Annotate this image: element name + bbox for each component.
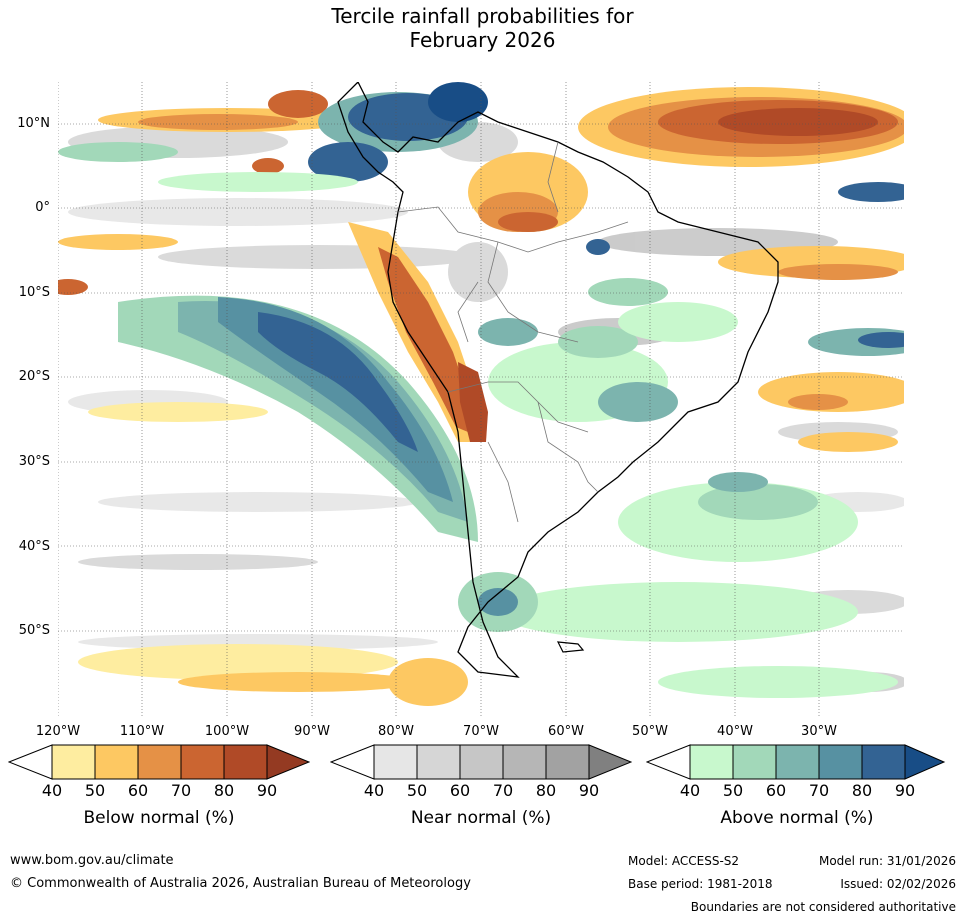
- lon-label-90w: 90°W: [294, 724, 330, 739]
- lon-label-50w: 50°W: [632, 724, 668, 739]
- cb-below-seg-3: [137, 744, 182, 780]
- cb-above-tick-80: 80: [851, 781, 873, 800]
- cb-above-seg-0: [646, 744, 691, 780]
- cb-near-tick-40: 40: [363, 781, 385, 800]
- lat-label-30s: 30°S: [18, 454, 50, 469]
- cb-below-seg-5: [223, 744, 268, 780]
- cb-above-tick-90: 90: [894, 781, 916, 800]
- footer-issued: Issued: 02/02/2026: [840, 877, 956, 891]
- cb-below-seg-6: [266, 744, 310, 780]
- cb-near-seg-3: [459, 744, 504, 780]
- cb-above-tick-50: 50: [722, 781, 744, 800]
- lat-label-40s: 40°S: [18, 539, 50, 554]
- lon-label-40w: 40°W: [717, 724, 753, 739]
- rainfall-probability-map[interactable]: [58, 82, 904, 716]
- lon-label-110w: 110°W: [119, 724, 165, 739]
- lat-label-0: 0°: [35, 200, 50, 215]
- cb-near-tick-90: 90: [578, 781, 600, 800]
- cb-below-tick-90: 90: [256, 781, 278, 800]
- title-line-2: February 2026: [409, 28, 556, 52]
- lon-label-120w: 120°W: [35, 724, 81, 739]
- country-borders: [397, 141, 629, 523]
- below-normal-field: [58, 87, 904, 706]
- cb-above-seg-2: [732, 744, 777, 780]
- footer-base-period: Base period: 1981-2018: [628, 877, 773, 891]
- lat-label-10s: 10°S: [18, 285, 50, 300]
- cb-near-seg-0: [330, 744, 375, 780]
- cb-near-seg-1: [373, 744, 418, 780]
- lat-label-20s: 20°S: [18, 369, 50, 384]
- lat-label-50s: 50°S: [18, 623, 50, 638]
- cb-above-seg-6: [904, 744, 946, 780]
- cb-near-seg-2: [416, 744, 461, 780]
- cb-below-title: Below normal (%): [83, 808, 235, 828]
- cb-near-seg-4: [502, 744, 547, 780]
- cb-below-tick-70: 70: [170, 781, 192, 800]
- footer-model: Model: ACCESS-S2: [628, 854, 740, 868]
- cb-near-seg-6: [588, 744, 632, 780]
- cb-above-tick-70: 70: [808, 781, 830, 800]
- lon-label-30w: 30°W: [801, 724, 837, 739]
- cb-below-seg-4: [180, 744, 225, 780]
- cb-above-seg-1: [689, 744, 734, 780]
- cb-below-seg-0: [8, 744, 53, 780]
- cb-below-tick-60: 60: [127, 781, 149, 800]
- cb-below-tick-80: 80: [213, 781, 235, 800]
- cb-near-tick-50: 50: [406, 781, 428, 800]
- cb-above-seg-4: [818, 744, 863, 780]
- cb-above-seg-5: [861, 744, 906, 780]
- graticule: [58, 82, 904, 716]
- colorbar-near-normal: [330, 744, 632, 780]
- cb-above-seg-3: [775, 744, 820, 780]
- cb-below-seg-1: [51, 744, 96, 780]
- lon-label-70w: 70°W: [463, 724, 499, 739]
- cb-near-tick-60: 60: [449, 781, 471, 800]
- falkland-islands: [556, 641, 585, 653]
- above-normal-field: [58, 82, 904, 698]
- footer-website[interactable]: www.bom.gov.au/climate: [10, 853, 174, 868]
- cb-below-seg-2: [94, 744, 139, 780]
- coastline-south-america: [337, 82, 779, 678]
- lat-label-10n: 10°N: [17, 116, 50, 131]
- chart-title: Tercile rainfall probabilities for Febru…: [0, 4, 965, 52]
- cb-above-tick-60: 60: [765, 781, 787, 800]
- cb-near-title: Near normal (%): [410, 808, 552, 828]
- map-canvas: [58, 82, 904, 716]
- colorbar-below-normal: [8, 744, 310, 780]
- cb-below-tick-50: 50: [84, 781, 106, 800]
- cb-near-tick-80: 80: [535, 781, 557, 800]
- colorbar-above-normal: [646, 744, 946, 780]
- cb-near-seg-5: [545, 744, 590, 780]
- lon-label-80w: 80°W: [378, 724, 414, 739]
- cb-above-tick-40: 40: [679, 781, 701, 800]
- footer-copyright: © Commonwealth of Australia 2026, Austra…: [10, 876, 471, 891]
- lon-label-60w: 60°W: [548, 724, 584, 739]
- title-line-1: Tercile rainfall probabilities for: [331, 4, 634, 28]
- lon-label-100w: 100°W: [204, 724, 250, 739]
- cb-near-tick-70: 70: [492, 781, 514, 800]
- cb-below-tick-40: 40: [41, 781, 63, 800]
- footer-model-run: Model run: 31/01/2026: [818, 854, 956, 868]
- cb-above-title: Above normal (%): [720, 808, 874, 828]
- footer-disclaimer: Boundaries are not considered authoritat…: [690, 900, 956, 914]
